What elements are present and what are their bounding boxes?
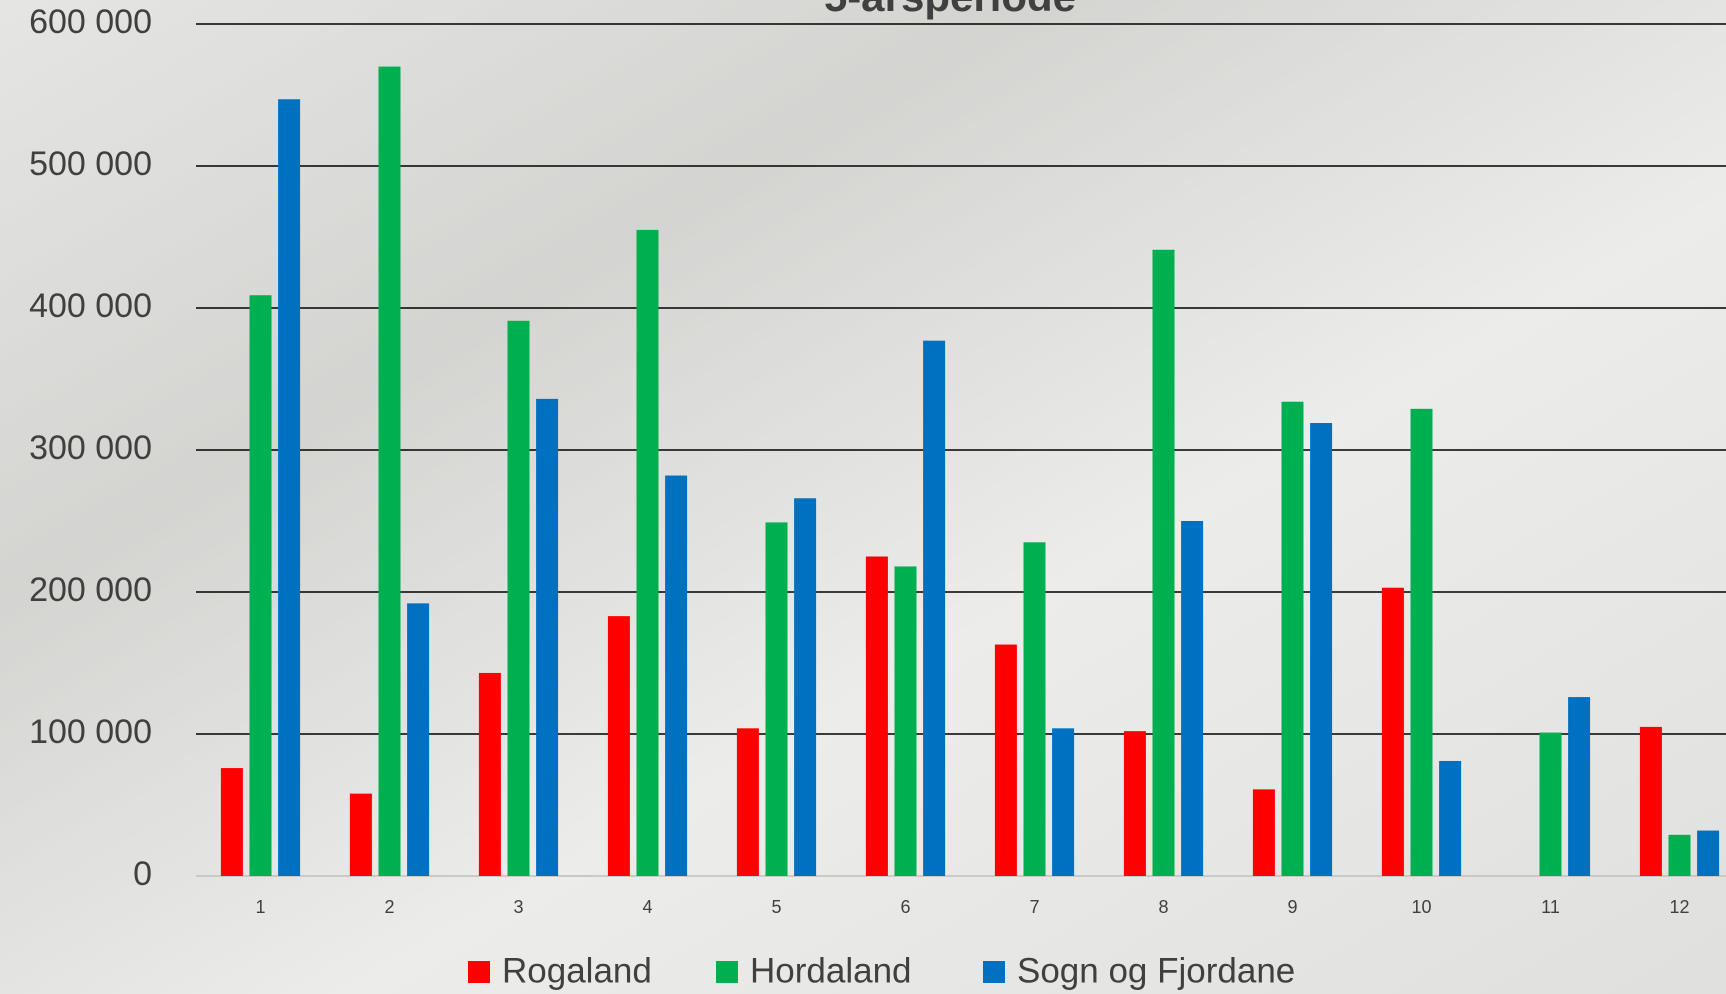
x-tick-label: 8 bbox=[1158, 897, 1168, 917]
chart-title: 5-årsperiode bbox=[824, 0, 1076, 20]
bar bbox=[249, 295, 272, 877]
x-tick-label: 4 bbox=[642, 897, 652, 917]
legend-swatch bbox=[716, 961, 738, 983]
bar bbox=[765, 522, 788, 876]
legend-label: Hordaland bbox=[750, 951, 912, 990]
legend-label: Sogn og Fjordane bbox=[1017, 951, 1295, 990]
bar bbox=[220, 768, 243, 876]
bar bbox=[1439, 760, 1462, 876]
x-tick-label: 12 bbox=[1669, 897, 1689, 917]
bar bbox=[1568, 697, 1591, 876]
bar bbox=[1310, 423, 1333, 876]
bar bbox=[1539, 732, 1562, 876]
bar bbox=[1668, 834, 1691, 876]
bar bbox=[636, 229, 659, 876]
y-tick-label: 600 000 bbox=[29, 3, 152, 41]
bar bbox=[1281, 401, 1304, 876]
x-tick-label: 2 bbox=[384, 897, 394, 917]
bar bbox=[607, 616, 630, 876]
y-tick-label: 0 bbox=[133, 855, 152, 893]
bar bbox=[894, 566, 917, 876]
bar bbox=[1152, 249, 1175, 876]
bar bbox=[407, 603, 430, 876]
bar bbox=[1639, 726, 1662, 876]
y-tick-label: 300 000 bbox=[29, 429, 152, 467]
bar bbox=[1381, 587, 1404, 876]
bar bbox=[865, 556, 888, 876]
bar bbox=[1181, 521, 1204, 876]
x-tick-label: 3 bbox=[513, 897, 523, 917]
x-tick-label: 1 bbox=[255, 897, 265, 917]
bar bbox=[1052, 728, 1075, 876]
x-tick-label: 7 bbox=[1029, 897, 1039, 917]
legend-swatch bbox=[468, 961, 490, 983]
bar bbox=[378, 66, 401, 877]
legend-swatch bbox=[983, 961, 1005, 983]
bar bbox=[994, 644, 1017, 876]
x-tick-label: 6 bbox=[900, 897, 910, 917]
bar bbox=[478, 672, 501, 876]
bar bbox=[1123, 731, 1146, 876]
bar bbox=[736, 728, 759, 876]
legend-label: Rogaland bbox=[502, 951, 652, 990]
x-tick-label: 10 bbox=[1411, 897, 1431, 917]
bar bbox=[1252, 789, 1275, 876]
bar bbox=[794, 498, 817, 876]
bar bbox=[536, 398, 559, 876]
y-tick-label: 500 000 bbox=[29, 145, 152, 183]
bar bbox=[923, 340, 946, 876]
bar bbox=[278, 99, 301, 876]
y-tick-label: 100 000 bbox=[29, 713, 152, 751]
bar bbox=[349, 793, 372, 876]
bar bbox=[1410, 408, 1433, 876]
y-tick-label: 400 000 bbox=[29, 287, 152, 325]
bar bbox=[1023, 542, 1046, 876]
bar bbox=[507, 320, 530, 876]
bar bbox=[665, 475, 688, 876]
y-tick-label: 200 000 bbox=[29, 571, 152, 609]
x-tick-label: 9 bbox=[1287, 897, 1297, 917]
x-tick-label: 5 bbox=[771, 897, 781, 917]
x-tick-label: 11 bbox=[1541, 897, 1560, 917]
bar bbox=[1697, 830, 1720, 876]
